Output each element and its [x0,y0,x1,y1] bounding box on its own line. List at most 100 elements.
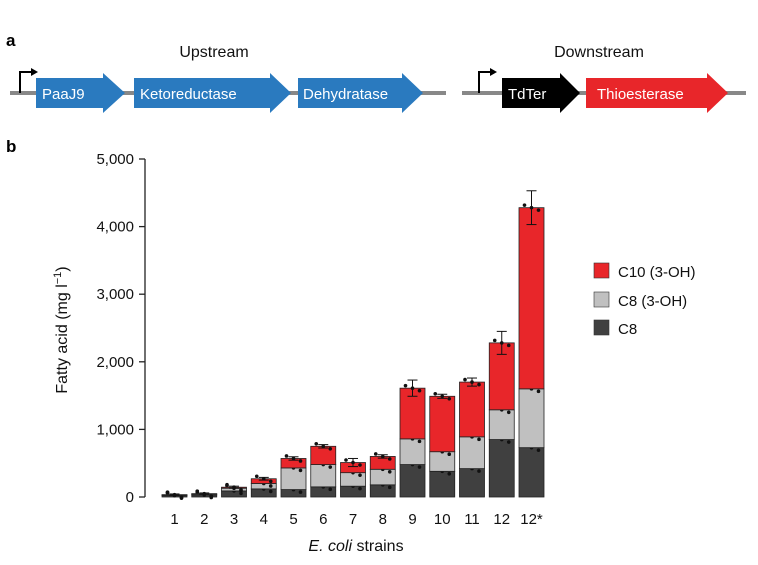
bar-segment [518,207,545,390]
replicate-dot [477,469,481,473]
bar-segment [280,467,307,490]
replicate-dot [358,463,362,467]
replicate-dot [417,465,422,469]
replicate-dot [506,440,511,444]
replicate-dot [433,391,438,396]
replicate-dot [328,465,333,469]
replicate-dot [268,479,273,484]
gene-arrow-tdter [502,73,580,113]
replicate-dot [447,396,452,401]
x-tick-label: 6 [319,511,327,528]
downstream-operon: TdTer Thioesterase [462,68,746,113]
x-tick-label: 8 [379,511,387,528]
bar-segment [488,439,515,498]
replicate-dot [492,338,497,343]
bar-segment [429,470,456,498]
gene-label-ketoreductase: Ketoreductase [140,86,237,103]
bar-segment [310,464,337,488]
replicate-dot [477,382,481,387]
replicate-dot [536,208,541,212]
bar-segment [488,409,515,440]
bar-segment [459,468,485,498]
bar-segment [399,464,426,498]
bar-segment [429,451,456,472]
gene-label-dehydratase: Dehydratase [303,86,388,103]
replicate-dot [165,490,170,494]
panel-a-letter: a [6,31,16,50]
y-tick-label: 4,000 [96,219,134,236]
bar-segment [459,381,485,438]
replicate-dot [506,343,511,348]
x-axis-title-rest: strains [352,538,404,555]
x-tick-labels: 1 2 3 4 5 6 7 8 9 10 11 12 12* [170,511,543,528]
x-axis-title: E. coli strains [308,538,403,555]
replicate-dot [387,485,392,490]
downstream-promoter-arrowhead-icon [490,68,497,76]
replicate-dot [373,452,378,456]
gene-label-paaj9: PaaJ9 [42,86,85,103]
replicate-dot [358,473,362,477]
legend-label-c8: C8 [618,321,637,338]
bar-segment [459,436,485,470]
y-tick-label: 5,000 [96,151,134,168]
bars [161,190,545,500]
replicate-dot [463,377,467,382]
x-tick-label: 1 [170,511,178,528]
bar-segment [429,395,456,453]
y-tick-label: 0 [126,489,134,506]
y-axis-title-superscript: −1 [52,272,64,285]
gene-label-thioesterase: Thioesterase [597,86,684,103]
x-tick-label: 9 [408,511,416,528]
y-tick-label: 2,000 [96,354,134,371]
legend-swatch-c10-3oh [593,262,610,279]
bar-segment [340,472,366,487]
bar-segment [369,484,396,498]
replicate-dot [268,484,273,488]
y-ticks: 0 1,000 2,000 3,000 4,000 5,000 [96,151,145,506]
y-axis-title-main: Fatty acid (mg l [54,284,71,393]
replicate-dot [328,447,333,451]
replicate-dot [195,489,200,493]
replicate-dot [417,439,422,444]
legend: C10 (3-OH) C8 (3-OH) C8 [593,262,696,338]
replicate-dot [239,487,243,492]
x-tick-label: 5 [289,511,297,528]
replicate-dot [403,383,408,388]
replicate-dot [328,487,333,492]
replicate-dot [209,494,214,498]
replicate-dot [298,468,303,473]
replicate-dot [268,489,273,494]
y-axis-title-close: ) [54,266,71,271]
replicate-dot [358,486,362,491]
replicate-dot [254,474,259,479]
replicate-dot [447,472,452,476]
gene-arrow-dehydratase [298,73,423,113]
downstream-caption: Downstream [554,44,644,61]
bar-segment [518,447,545,498]
upstream-operon: PaaJ9 Ketoreductase Dehydratase [10,68,446,113]
gene-label-tdter: TdTer [508,86,546,103]
replicate-dot [284,454,289,458]
legend-swatch-c8-3oh [593,291,610,308]
downstream-promoter-icon [478,71,493,93]
replicate-dot [447,452,452,457]
upstream-promoter-arrowhead-icon [31,68,38,76]
x-tick-label: 10 [434,511,451,528]
legend-label-c8-3oh: C8 (3-OH) [618,293,687,310]
replicate-dot [417,388,422,393]
replicate-dot [298,459,303,463]
replicate-dot [298,490,303,494]
gene-arrow-thioesterase [586,73,728,113]
x-tick-label: 7 [349,511,357,528]
replicate-dot [387,457,392,461]
x-axis-title-italic: E. coli [308,538,352,555]
replicate-dot [314,442,319,446]
upstream-promoter-icon [19,71,34,93]
x-tick-label: 11 [464,511,480,528]
x-tick-label: 12 [493,511,510,528]
replicate-dot [522,203,527,207]
y-tick-label: 1,000 [96,421,134,438]
x-tick-label: 3 [230,511,238,528]
bar-segment [518,388,545,449]
